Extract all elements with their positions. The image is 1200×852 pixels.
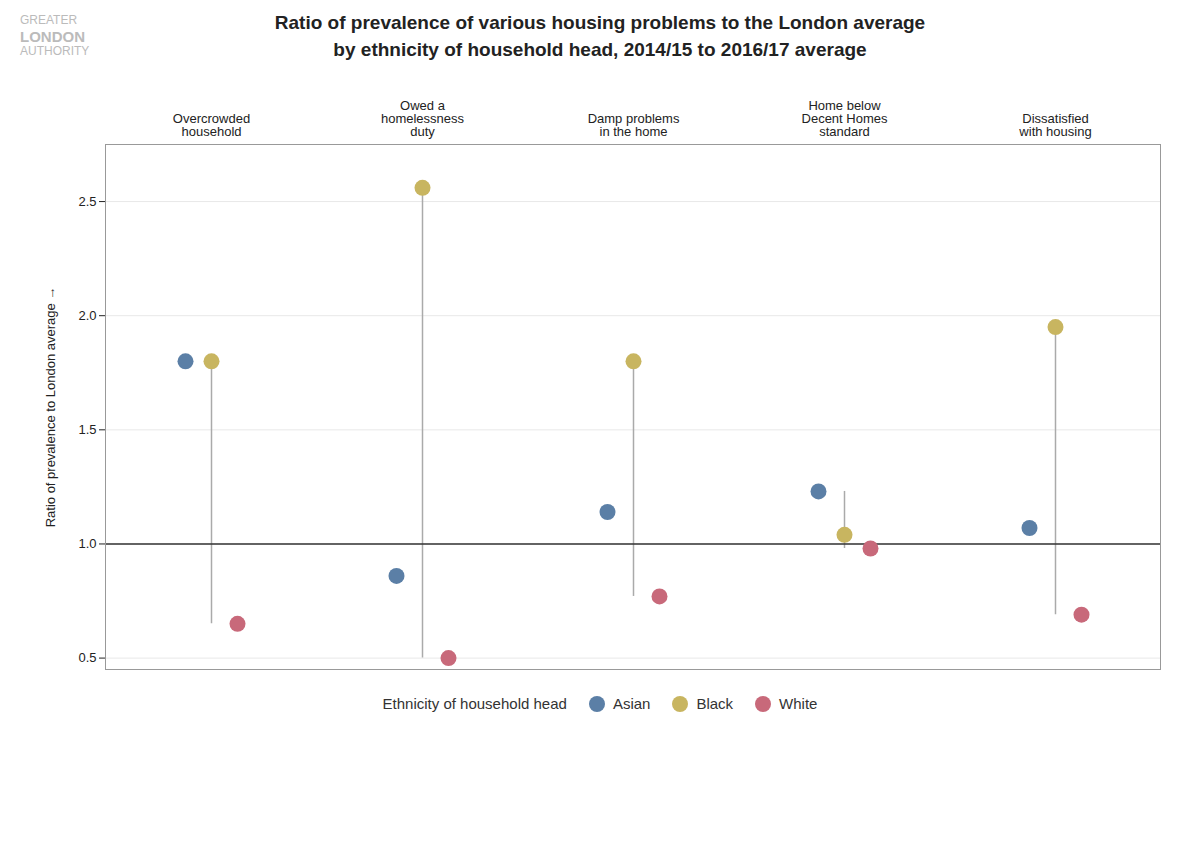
svg-text:Ratio of prevalence to London: Ratio of prevalence to London average → bbox=[43, 287, 58, 528]
svg-text:2.0: 2.0 bbox=[78, 308, 96, 323]
svg-text:2.5: 2.5 bbox=[78, 194, 96, 209]
html-text:AUTHORITY: AUTHORITY bbox=[20, 44, 90, 59]
svg-text:1.0: 1.0 bbox=[78, 536, 96, 551]
svg-text:Dissatisfiedwith housing: Dissatisfiedwith housing bbox=[1018, 111, 1091, 139]
svg-text:Damp problemsin the home: Damp problemsin the home bbox=[588, 111, 680, 139]
html-text:Black: Black bbox=[696, 695, 734, 713]
svg-text:0.5: 0.5 bbox=[78, 650, 96, 665]
html-text:GREATER: GREATER bbox=[20, 13, 78, 28]
html-text:LONDON: LONDON bbox=[20, 28, 85, 45]
html-text:Ethnicity of household head: Ethnicity of household head bbox=[382, 695, 567, 713]
svg-text:Overcrowdedhousehold: Overcrowdedhousehold bbox=[173, 111, 250, 139]
html-text:Asian: Asian bbox=[612, 695, 651, 713]
html-text:White: White bbox=[779, 695, 818, 713]
html-text:Ratio of prevalence of various: Ratio of prevalence of various housing p… bbox=[274, 12, 926, 60]
svg-text:Home belowDecent Homesstandard: Home belowDecent Homesstandard bbox=[802, 98, 888, 139]
svg-text:Owed ahomelessnessduty: Owed ahomelessnessduty bbox=[381, 98, 465, 139]
svg-text:1.5: 1.5 bbox=[78, 422, 96, 437]
